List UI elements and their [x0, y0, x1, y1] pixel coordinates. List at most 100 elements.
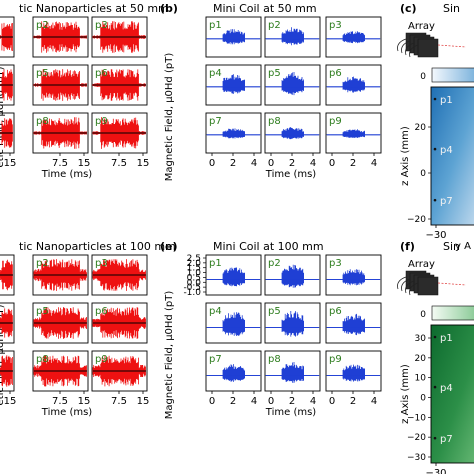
subplot-frame: [205, 112, 262, 154]
panel-label: (e): [160, 240, 178, 253]
subplot-label: p1: [209, 20, 222, 31]
subplot-frame: [264, 64, 321, 106]
subplot-label: p1: [209, 258, 222, 269]
x-tick-label: 2: [230, 158, 236, 169]
y-tick-label: 2.5: [187, 254, 201, 264]
sensor-cable: [397, 276, 407, 290]
y-tick-label: −20: [407, 215, 426, 225]
x-tick-label: 0: [329, 396, 335, 407]
subplot-frame: [91, 350, 148, 392]
x-tick-label: −30: [425, 230, 446, 241]
subplot-frame: [32, 16, 89, 58]
point-label: p1: [440, 333, 453, 344]
subplot-label: p5: [268, 306, 281, 317]
subplot-label: p3: [329, 20, 342, 31]
subplot-frame: [0, 302, 15, 344]
sensor-point: [433, 385, 437, 389]
sensor-cable: [401, 40, 411, 54]
x-tick-label: 4: [251, 396, 257, 407]
panel-title: Mini Coil at 50 mm: [213, 2, 317, 15]
subplot-label: p8: [36, 354, 49, 365]
subplot-frame: [32, 254, 89, 296]
subplot-frame: [91, 302, 148, 344]
subplot-label: p9: [95, 116, 108, 127]
x-tick-label: 15: [137, 158, 150, 169]
subplot-frame: [264, 16, 321, 58]
subplot-frame: [325, 254, 382, 296]
subplot-label: p8: [36, 116, 49, 127]
signal-trace: [326, 129, 381, 138]
subplot-label: p7: [209, 354, 222, 365]
subplot-frame: [205, 64, 262, 106]
point-label: p1: [440, 95, 453, 106]
subplot-label: p2: [36, 258, 49, 269]
point-label: p4: [440, 383, 453, 394]
subplot-label: p3: [95, 20, 108, 31]
y-tick-label: −20: [407, 433, 426, 443]
subplot-label: p4: [209, 306, 222, 317]
subplot-frame: [32, 302, 89, 344]
subplot-label: p8: [268, 354, 281, 365]
y-axis-label: etic Field, μ0Hd (pT): [0, 66, 6, 167]
subplot-label: p5: [36, 306, 49, 317]
sensor-cable: [401, 278, 411, 292]
y-tick-label: 0: [420, 394, 426, 404]
colorbar: [431, 305, 474, 321]
y-tick-label: -0.5: [183, 283, 201, 293]
subplot-frame: [32, 64, 89, 106]
signal-trace: [265, 362, 320, 383]
y-tick-label: 2.0: [187, 259, 202, 269]
x-tick-label: −30: [425, 468, 446, 474]
y-axis-label: z Axis (mm): [400, 126, 411, 186]
sensor-point: [433, 335, 437, 339]
sensor-point: [433, 198, 437, 202]
x-tick-label: 4: [251, 158, 257, 169]
subplot-frame: [325, 112, 382, 154]
subplot-frame: [91, 64, 148, 106]
heatmap-field: [431, 325, 474, 463]
y-tick-label: 30: [415, 334, 427, 344]
subplot-frame: [264, 254, 321, 296]
y-tick-label: 20: [415, 354, 427, 364]
y-axis-label: z Axis (mm): [400, 364, 411, 424]
subplot-label: p5: [268, 68, 281, 79]
sensor-cable: [397, 38, 407, 52]
x-tick-label: 7.5: [52, 158, 68, 169]
sensor-cable: [405, 280, 415, 294]
sensor-block: [417, 276, 439, 296]
subplot-label: p6: [95, 68, 108, 79]
subplot-frame: [205, 254, 262, 296]
subplot-label: p8: [268, 116, 281, 127]
x-tick-label: 7.5: [111, 158, 127, 169]
subplot-label: p3: [95, 258, 108, 269]
subplot-frame: [205, 302, 262, 344]
subplot-frame: [32, 350, 89, 392]
signal-trace: [326, 364, 381, 382]
heatmap-frame: [430, 324, 474, 464]
subplot-frame: [0, 350, 15, 392]
subplot-frame: [32, 112, 89, 154]
panel-title: Sin: [443, 2, 460, 15]
subplot-label: p2: [36, 20, 49, 31]
y-axis-label: Magnetic Field, μ0Hd (pT): [164, 53, 175, 182]
x-tick-label: 2: [230, 396, 236, 407]
signal-trace: [206, 29, 261, 45]
panel-title: Mini Coil at 100 mm: [213, 240, 324, 253]
point-label: p7: [440, 196, 453, 207]
subplot-frame: [264, 112, 321, 154]
y-tick-label: -1.0: [183, 288, 201, 298]
inset-label: Array: [408, 21, 435, 32]
y-axis-label: Magnetic Field, μ0Hd (pT): [164, 291, 175, 420]
inset-label: Array: [408, 259, 435, 270]
x-tick-label: 2: [350, 158, 356, 169]
x-axis-label: Time (ms): [265, 407, 317, 418]
x-tick-label: 4: [310, 396, 316, 407]
panel-title: tic Nanoparticles at 100 mm: [19, 240, 176, 253]
point-label: p7: [440, 434, 453, 445]
colorbar-tick-label: 0: [420, 72, 426, 82]
x-tick-label: 15: [78, 396, 91, 407]
x-axis-label: Time (ms): [265, 169, 317, 180]
y-tick-label: −10: [407, 413, 426, 423]
y-tick-label: 0: [420, 169, 426, 179]
